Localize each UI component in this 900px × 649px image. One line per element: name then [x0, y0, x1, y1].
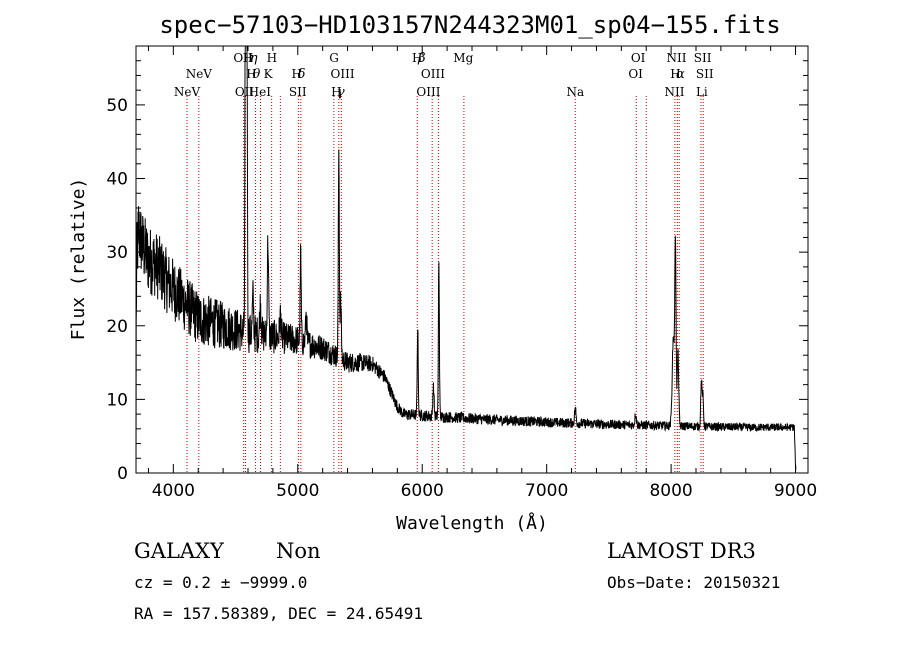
- line-marker-label: NeV: [174, 85, 201, 99]
- x-tick-label: 7000: [525, 481, 568, 501]
- line-marker-label: γ: [337, 85, 345, 100]
- redshift-readout: cz = 0.2 ± −9999.0: [134, 573, 307, 592]
- line-label-group: NeVNeVOIIOIIHηHθHeIKHHδSIIGHγOIIIHβOIIIO…: [174, 51, 714, 100]
- line-marker-label: G: [329, 51, 339, 65]
- y-axis: 0 10 20 30 40 50: [106, 45, 808, 484]
- y-tick-label: 30: [106, 243, 128, 263]
- line-marker-label: η: [250, 51, 258, 66]
- object-class: GALAXY: [134, 539, 225, 563]
- line-marker-label: OI: [631, 51, 646, 65]
- line-marker-label: θ: [253, 67, 261, 82]
- x-tick-label: 9000: [774, 481, 817, 501]
- y-tick-label: 40: [106, 170, 128, 190]
- line-marker-label: Na: [566, 85, 584, 99]
- line-marker-label: β: [417, 51, 426, 66]
- line-marker-label: NII: [664, 85, 684, 99]
- line-marker-label: δ: [298, 67, 306, 82]
- y-tick-label: 20: [106, 317, 128, 337]
- line-marker-label: OI: [628, 67, 643, 81]
- x-tick-label: 8000: [649, 481, 692, 501]
- x-tick-label: 4000: [152, 481, 195, 501]
- plot-frame: [135, 45, 809, 474]
- line-marker-label: H: [331, 85, 341, 99]
- chart-title: spec−57103−HD103157N244323M01_sp04−155.f…: [159, 11, 780, 39]
- y-tick-label: 0: [117, 464, 128, 484]
- line-marker-label: Li: [696, 85, 708, 99]
- line-marker-label: H: [243, 51, 253, 65]
- line-marker-label: HeI: [249, 85, 272, 99]
- y-tick-label: 10: [106, 390, 128, 410]
- line-marker-label: OIII: [416, 85, 440, 99]
- y-axis-label: Flux (relative): [68, 178, 89, 341]
- survey-name: LAMOST DR3: [607, 539, 756, 563]
- line-marker-label: NII: [666, 51, 686, 65]
- y-tick-label: 50: [106, 96, 128, 116]
- line-marker-label: SII: [696, 67, 714, 81]
- line-marker-label: H: [246, 67, 256, 81]
- line-marker-label: H: [670, 67, 680, 81]
- line-marker-label: OII: [233, 51, 253, 65]
- x-tick-label: 6000: [401, 481, 444, 501]
- line-marker-label: α: [676, 67, 685, 82]
- line-marker-label: H: [267, 51, 277, 65]
- line-marker-label: NeV: [186, 67, 213, 81]
- line-marker-label: SII: [289, 85, 307, 99]
- object-subclass: Non: [276, 539, 321, 563]
- line-marker-label: H: [412, 51, 422, 65]
- spectrum-line: [135, 45, 797, 474]
- coordinates-readout: RA = 157.58389, DEC = 24.65491: [134, 604, 423, 623]
- x-axis-label: Wavelength (Å): [396, 512, 548, 534]
- observation-date: Obs−Date: 20150321: [607, 573, 780, 592]
- x-tick-label: 5000: [276, 481, 319, 501]
- line-marker-label: K: [264, 67, 274, 81]
- line-marker-label: H: [292, 67, 302, 81]
- line-marker-label: SII: [694, 51, 712, 65]
- line-marker-label: OIII: [331, 67, 355, 81]
- x-axis: 4000 5000 6000 7000 8000 9000: [147, 46, 817, 501]
- line-marker-label: Mg: [453, 51, 473, 65]
- line-marker-label: OIII: [421, 67, 445, 81]
